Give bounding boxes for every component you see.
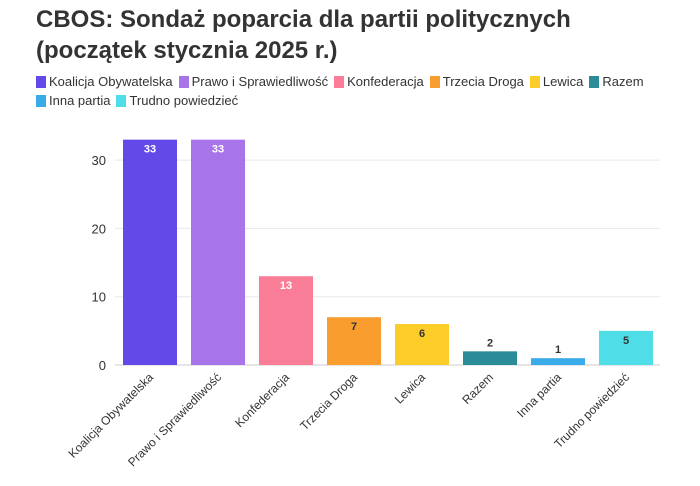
legend-item[interactable]: Lewica [529,74,584,90]
bar [531,358,585,365]
legend-item[interactable]: Konfederacja [334,74,424,90]
x-tick-label: Konfederacja [232,370,292,430]
y-axis: 0 10 20 30 [92,153,106,373]
legend-item[interactable]: Trudno powiedzieć [116,93,238,109]
x-tick-label: Lewica [392,370,429,407]
legend-swatch [589,76,600,88]
legend-swatch [178,76,189,88]
data-label: 13 [280,280,292,292]
legend-label: Trzecia Droga [442,74,524,89]
data-label: 33 [144,144,156,156]
legend-swatch [116,95,127,107]
legend-label: Inna partia [49,93,111,108]
y-tick-label: 30 [92,153,106,168]
data-label: 1 [555,344,561,356]
x-tick-label: Razem [459,370,496,407]
data-label: 6 [419,328,425,340]
x-tick-label: Inna partia [514,370,564,420]
legend-item[interactable]: Inna partia [36,93,110,109]
data-label: 33 [212,144,224,156]
legend-label: Prawo i Sprawiedliwość [191,74,329,89]
data-label: 2 [487,337,493,349]
legend-label: Trudno powiedzieć [129,93,239,108]
legend-label: Konfederacja [347,74,424,89]
legend-item[interactable]: Koalicja Obywatelska [36,74,173,90]
chart-title-line-1: CBOS: Sondaż poparcia dla partii polityc… [36,6,571,33]
legend-swatch [334,76,345,88]
legend-item[interactable]: Razem [589,74,644,90]
x-tick-label: Trzecia Droga [297,370,360,433]
legend-swatch [429,76,440,88]
bar [599,330,653,365]
legend-label: Koalicja Obywatelska [49,74,173,89]
chart-legend: Koalicja Obywatelska Prawo i Sprawiedliw… [36,74,676,109]
bar [123,139,177,365]
bar [463,351,517,365]
legend-item[interactable]: Prawo i Sprawiedliwość [178,74,329,90]
y-tick-label: 20 [92,221,106,236]
bar [327,317,381,365]
bar [259,276,313,365]
y-tick-label: 10 [92,290,106,305]
legend-swatch [36,76,46,88]
legend-swatch [36,95,46,107]
bar [191,139,245,365]
bar [395,324,449,365]
legend-label: Razem [602,74,644,89]
data-label: 5 [623,335,629,347]
legend-swatch [529,76,540,88]
chart-title-line-2: (początek stycznia 2025 r.) [36,37,338,64]
bars: 33 33 13 7 6 2 1 5 [123,139,653,365]
legend-item[interactable]: Trzecia Droga [429,74,524,90]
data-label: 7 [351,321,357,333]
y-tick-label: 0 [99,358,106,373]
x-tick-label: Trudno powiedzieć [551,370,632,451]
legend-label: Lewica [542,74,584,89]
chart-title: CBOS: Sondaż poparcia dla partii polityc… [36,4,676,66]
